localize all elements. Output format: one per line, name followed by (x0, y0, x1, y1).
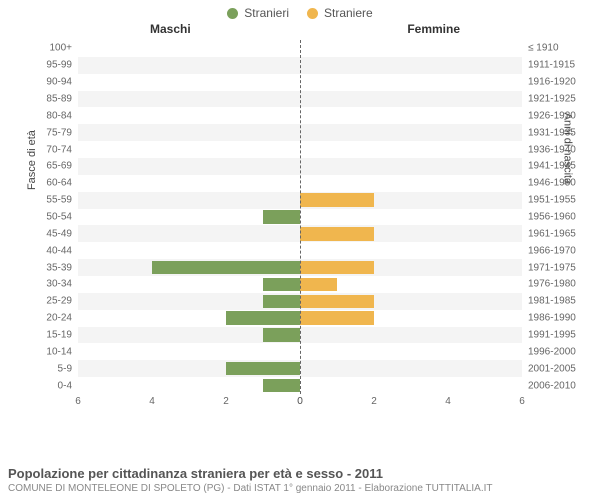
bar-female (300, 261, 374, 274)
y-axis-title-left: Fasce di età (26, 130, 38, 190)
age-label: 90-94 (46, 77, 72, 88)
population-pyramid-chart: Stranieri Straniere Maschi Femmine Fasce… (0, 0, 600, 500)
males-title: Maschi (150, 22, 191, 36)
age-label: 65-69 (46, 161, 72, 172)
females-title: Femmine (407, 22, 460, 36)
age-label: 100+ (49, 43, 72, 54)
legend-item-male: Stranieri (227, 6, 289, 20)
age-label: 40-44 (46, 245, 72, 256)
birth-year-label: 1946-1950 (528, 178, 576, 189)
chart-subtitle: COMUNE DI MONTELEONE DI SPOLETO (PG) - D… (8, 483, 592, 494)
age-label: 35-39 (46, 262, 72, 273)
bar-female (300, 193, 374, 206)
birth-year-label: 1996-2000 (528, 346, 576, 357)
birth-year-label: 1911-1915 (528, 60, 575, 71)
center-axis-line (300, 40, 301, 394)
birth-year-label: 1926-1930 (528, 110, 576, 121)
bar-male (263, 210, 300, 223)
bar-male (263, 278, 300, 291)
age-label: 95-99 (46, 60, 72, 71)
bar-male (226, 311, 300, 324)
legend-swatch-female (307, 8, 318, 19)
birth-year-label: 1986-1990 (528, 313, 576, 324)
age-label: 75-79 (46, 127, 72, 138)
birth-year-label: 1916-1920 (528, 77, 576, 88)
birth-year-label: 1981-1985 (528, 296, 576, 307)
x-axis-right: 0246 (300, 394, 522, 418)
bar-female (300, 278, 337, 291)
bar-male (263, 379, 300, 392)
legend: Stranieri Straniere (0, 0, 600, 22)
age-label: 80-84 (46, 110, 72, 121)
age-label: 70-74 (46, 144, 72, 155)
birth-year-label: 1961-1965 (528, 228, 576, 239)
bar-male (152, 261, 300, 274)
bar-male (263, 295, 300, 308)
legend-item-female: Straniere (307, 6, 373, 20)
age-label: 45-49 (46, 228, 72, 239)
birth-year-label: 2006-2010 (528, 380, 576, 391)
plot-area: Maschi Femmine Fasce di età Anni di nasc… (30, 22, 570, 418)
birth-year-label: 1971-1975 (528, 262, 576, 273)
bar-female (300, 295, 374, 308)
birth-year-label: ≤ 1910 (528, 43, 559, 54)
legend-label-male: Stranieri (244, 6, 289, 20)
age-label: 10-14 (46, 346, 72, 357)
x-axis-left: 6420 (78, 394, 300, 418)
age-label: 20-24 (46, 313, 72, 324)
age-label: 55-59 (46, 195, 72, 206)
birth-year-label: 2001-2005 (528, 363, 576, 374)
age-label: 85-89 (46, 93, 72, 104)
age-label: 30-34 (46, 279, 72, 290)
legend-label-female: Straniere (324, 6, 373, 20)
birth-year-label: 1921-1925 (528, 93, 576, 104)
age-label: 5-9 (58, 363, 72, 374)
age-label: 50-54 (46, 211, 72, 222)
birth-year-label: 1931-1935 (528, 127, 576, 138)
rows-container: 100+≤ 191095-991911-191590-941916-192085… (78, 40, 522, 394)
birth-year-label: 1966-1970 (528, 245, 576, 256)
age-label: 60-64 (46, 178, 72, 189)
birth-year-label: 1976-1980 (528, 279, 576, 290)
bar-female (300, 311, 374, 324)
age-label: 15-19 (46, 329, 72, 340)
birth-year-label: 1936-1940 (528, 144, 576, 155)
bar-female (300, 227, 374, 240)
birth-year-label: 1991-1995 (528, 329, 576, 340)
age-label: 0-4 (58, 380, 72, 391)
birth-year-label: 1941-1945 (528, 161, 576, 172)
legend-swatch-male (227, 8, 238, 19)
bar-male (263, 328, 300, 341)
bar-male (226, 362, 300, 375)
chart-title: Popolazione per cittadinanza straniera p… (8, 466, 592, 481)
birth-year-label: 1956-1960 (528, 211, 576, 222)
age-label: 25-29 (46, 296, 72, 307)
footer: Popolazione per cittadinanza straniera p… (8, 466, 592, 494)
birth-year-label: 1951-1955 (528, 195, 576, 206)
